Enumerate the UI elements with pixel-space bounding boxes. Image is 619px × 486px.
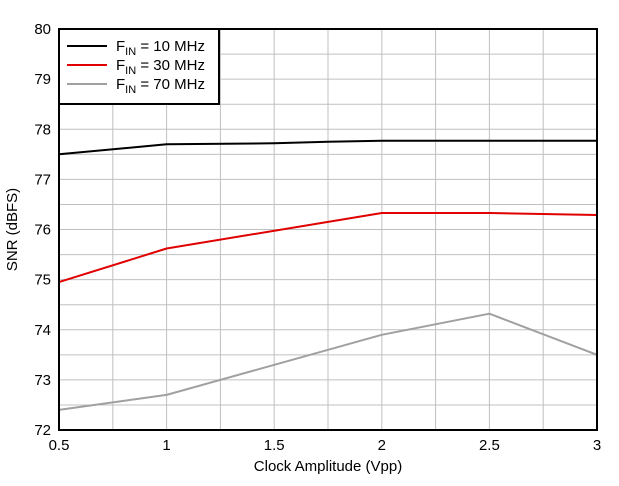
x-tick-label: 1 [162,437,170,454]
x-tick-label: 3 [593,437,601,454]
legend-box [58,28,220,105]
legend-label-2: FIN = 30 MHz [116,57,205,77]
y-tick-label: 76 [34,222,51,239]
series-lines [58,139,598,411]
y-tick-label: 75 [34,272,51,289]
x-tick-label: 1.5 [264,437,285,454]
y-tick-label: 78 [34,121,51,138]
x-tick-label: 0.5 [49,437,70,454]
y-tick-label: 77 [34,171,51,188]
series-line-1 [58,139,597,156]
x-tick-label: 2 [378,437,386,454]
y-tick-label: 79 [34,71,51,88]
y-tick-label: 80 [34,21,51,38]
y-tick-label: 72 [34,422,51,439]
series-line-3 [58,312,598,411]
plot-frame [58,28,598,431]
y-tick-labels: 72 73 74 75 76 77 78 79 80 [34,21,51,439]
x-axis-title: Clock Amplitude (Vpp) [254,458,402,475]
x-tick-label: 2.5 [479,437,500,454]
y-axis-title: SNR (dBFS) [4,188,21,271]
legend-label-1: FIN = 10 MHz [116,38,205,58]
x-tick-labels: 0.5 1 1.5 2 2.5 3 [49,437,602,454]
y-tick-label: 73 [34,372,51,389]
y-tick-label: 74 [34,322,51,339]
legend-label-3: FIN = 70 MHz [116,76,205,96]
series-line-2 [58,212,598,284]
